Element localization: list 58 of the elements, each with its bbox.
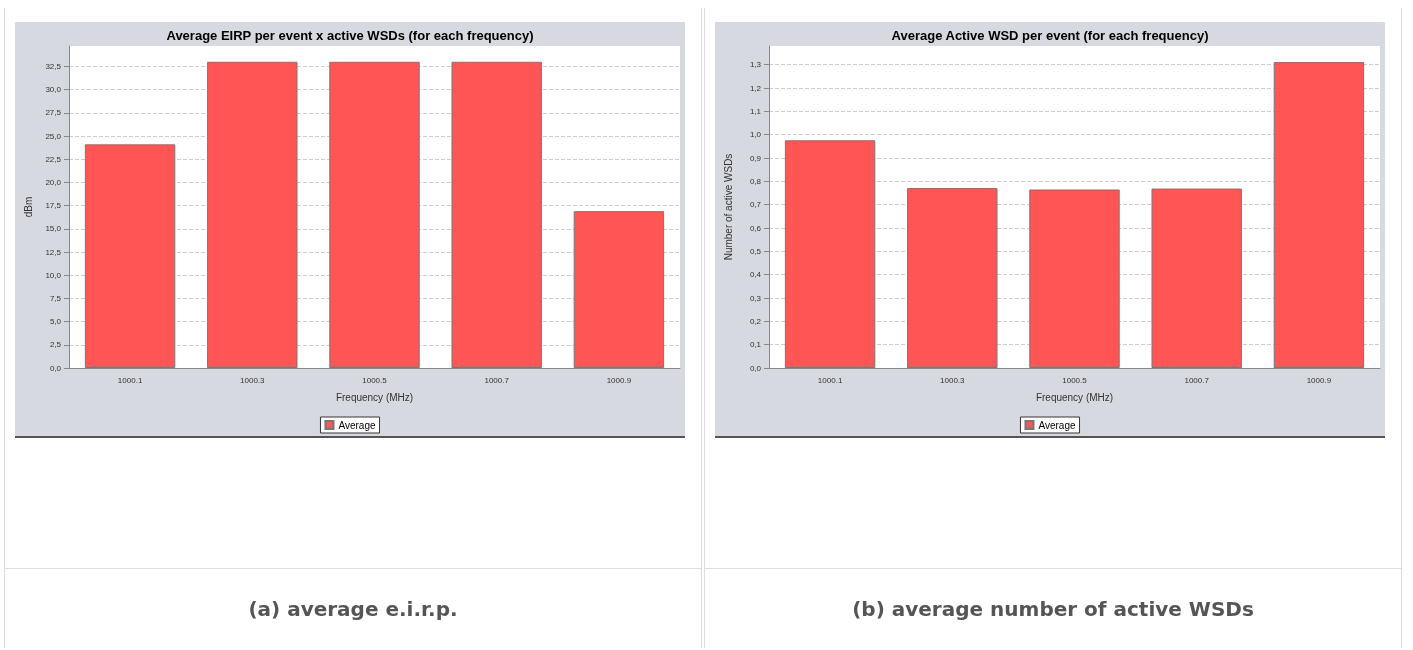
y-tick-label: 25,0 bbox=[45, 131, 62, 141]
x-tick-label: 1000.9 bbox=[1306, 375, 1332, 385]
legend-label: Average bbox=[1038, 419, 1076, 431]
y-tick-label: 0,0 bbox=[749, 363, 762, 373]
x-tick-label: 1000.7 bbox=[1184, 375, 1210, 385]
text: (b) average number of active WSDs bbox=[705, 568, 1401, 621]
x-axis-title: Frequency (MHz) bbox=[335, 391, 414, 403]
bar bbox=[784, 140, 876, 368]
bar bbox=[84, 144, 176, 368]
y-tick-label: 2,5 bbox=[49, 340, 62, 350]
y-tick-label: 1,0 bbox=[749, 130, 762, 140]
y-tick-label: 32,5 bbox=[45, 61, 62, 71]
bar bbox=[1151, 188, 1242, 368]
y-tick-label: 27,5 bbox=[45, 108, 62, 118]
x-tick-label: 1000.3 bbox=[940, 375, 966, 385]
bar bbox=[1029, 189, 1120, 368]
legend-label: Average bbox=[338, 419, 376, 431]
x-tick-label: 1000.9 bbox=[606, 375, 632, 385]
x-axis-title: Frequency (MHz) bbox=[1035, 391, 1114, 403]
y-tick-label: 22,5 bbox=[45, 154, 62, 164]
y-axis-title: Number of active WSDs bbox=[722, 153, 734, 261]
chart-title: Average EIRP per event x active WSDs (for each frequency) bbox=[166, 28, 534, 43]
y-axis-title: dBm bbox=[22, 196, 34, 218]
bar bbox=[573, 211, 665, 368]
x-tick-label: 1000.1 bbox=[817, 375, 843, 385]
y-tick-label: 1,3 bbox=[749, 60, 762, 70]
bar bbox=[329, 61, 420, 368]
x-tick-label: 1000.5 bbox=[1062, 375, 1088, 385]
y-tick-label: 0,7 bbox=[749, 200, 762, 210]
x-tick-label: 1000.7 bbox=[484, 375, 510, 385]
y-tick-label: 0,9 bbox=[749, 153, 762, 163]
y-tick-label: 0,0 bbox=[49, 363, 62, 373]
y-tick-label: 0,3 bbox=[749, 293, 762, 303]
x-tick-label: 1000.1 bbox=[117, 375, 143, 385]
bar bbox=[1273, 62, 1365, 368]
y-tick-label: 0,6 bbox=[749, 223, 762, 233]
y-tick-label: 0,1 bbox=[749, 340, 762, 350]
y-tick-label: 10,0 bbox=[45, 270, 62, 280]
bar bbox=[451, 61, 542, 368]
y-tick-label: 0,8 bbox=[749, 176, 762, 186]
bar bbox=[907, 188, 998, 368]
chart-title: Average Active WSD per event (for each frequency) bbox=[891, 28, 1209, 43]
y-tick-label: 7,5 bbox=[49, 293, 62, 303]
y-tick-label: 0,4 bbox=[749, 270, 762, 280]
y-tick-label: 17,5 bbox=[45, 201, 62, 211]
x-tick-label: 1000.5 bbox=[362, 375, 388, 385]
y-tick-label: 20,0 bbox=[45, 177, 62, 187]
y-tick-label: 0,5 bbox=[749, 246, 762, 256]
y-tick-label: 1,1 bbox=[749, 106, 762, 116]
y-tick-label: 5,0 bbox=[49, 317, 62, 327]
y-tick-label: 12,5 bbox=[45, 247, 62, 257]
y-tick-label: 15,0 bbox=[45, 224, 62, 234]
y-tick-label: 30,0 bbox=[45, 85, 62, 95]
bar bbox=[207, 61, 298, 368]
x-tick-label: 1000.3 bbox=[240, 375, 266, 385]
y-tick-label: 0,2 bbox=[749, 316, 762, 326]
y-tick-label: 1,2 bbox=[749, 83, 762, 93]
text: (a) average e.i.r.p. bbox=[5, 568, 701, 621]
